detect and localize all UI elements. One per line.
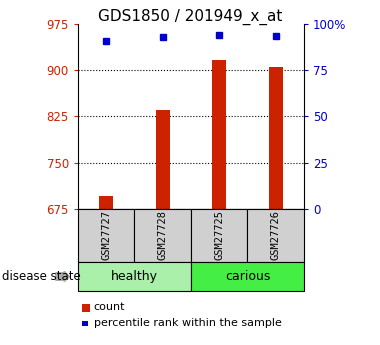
Bar	[269, 67, 283, 209]
Text: percentile rank within the sample: percentile rank within the sample	[94, 318, 282, 327]
Text: GSM27728: GSM27728	[158, 210, 168, 260]
Text: healthy: healthy	[111, 270, 158, 283]
Bar	[99, 196, 113, 209]
Bar	[156, 110, 170, 209]
Text: disease state: disease state	[2, 270, 81, 283]
Text: GSM27727: GSM27727	[101, 210, 111, 260]
Text: GSM27726: GSM27726	[271, 210, 281, 260]
Bar	[212, 60, 226, 209]
Text: GSM27725: GSM27725	[214, 210, 224, 260]
Text: count: count	[94, 303, 125, 312]
Text: GDS1850 / 201949_x_at: GDS1850 / 201949_x_at	[98, 9, 282, 25]
Text: carious: carious	[225, 270, 270, 283]
